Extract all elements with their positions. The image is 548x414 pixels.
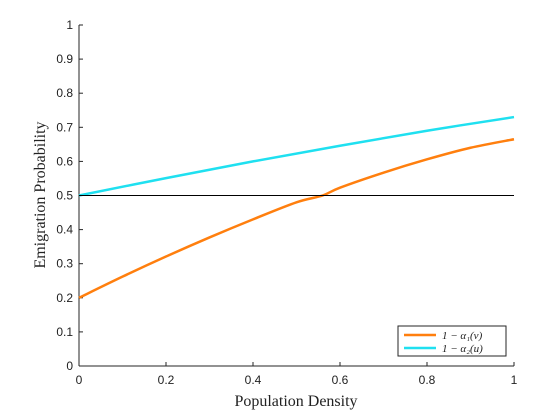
series-line-alpha2 [78, 115, 515, 197]
series-layer [78, 115, 515, 299]
legend: 1 − α₁(v)1 − α₂(u) [397, 325, 507, 357]
x-tick-label: 0.8 [419, 373, 436, 387]
x-tick-label: 0.6 [332, 373, 349, 387]
x-axis-title: Population Density [234, 393, 357, 410]
y-tick-label: 0.5 [56, 189, 73, 203]
y-tick-label: 0.8 [56, 86, 73, 100]
x-tick-label: 1 [511, 373, 518, 387]
y-tick-label: 0 [66, 359, 73, 373]
x-tick-label: 0.2 [158, 373, 175, 387]
x-tick-label: 0.4 [245, 373, 262, 387]
y-axis-title: Emigration Probability [32, 121, 49, 268]
x-tick-label: 0 [76, 373, 83, 387]
y-tick-label: 0.2 [56, 291, 73, 305]
y-tick-label: 0.1 [56, 325, 73, 339]
legend-label: 1 − α₁(v) [442, 330, 483, 342]
legend-box [397, 325, 507, 357]
y-tick-label: 0.9 [56, 52, 73, 66]
legend-label: 1 − α₂(u) [442, 343, 483, 355]
y-tick-label: 0.4 [56, 223, 73, 237]
y-tick-label: 0.7 [56, 120, 73, 134]
y-tick-label: 1 [66, 18, 73, 32]
y-tick-label: 0.6 [56, 154, 73, 168]
series-line-alpha1 [78, 138, 515, 299]
y-tick-label: 0.3 [56, 257, 73, 271]
axes: 0 0.2 0.4 0.6 0.8 1 0 0.1 0.2 0.3 0.4 0.5 0.6 0.7 0.8 0… [56, 18, 517, 387]
